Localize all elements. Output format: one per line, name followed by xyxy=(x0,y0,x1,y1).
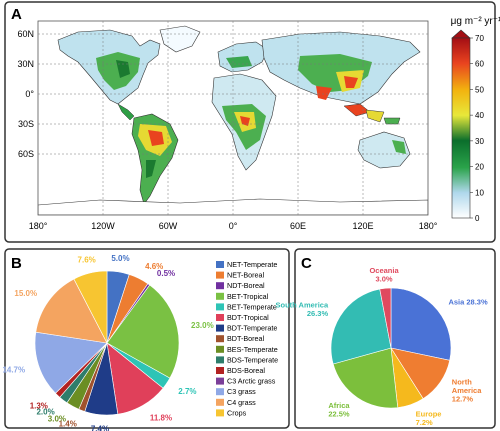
legend-swatch xyxy=(216,314,224,321)
y-tick-label: 30N xyxy=(17,59,34,69)
pie-slice-label: Oceania 3.0% xyxy=(369,266,399,284)
pie-chart-c: Asia 28.3% North America 12.7% Europe 7.2% Afr… xyxy=(275,266,487,427)
greenland-landmass xyxy=(159,25,201,53)
pie-slice-label: 3.0% xyxy=(48,415,66,424)
colorbar-unit-label: μg m⁻² yr⁻¹ xyxy=(451,16,500,27)
pie-slice xyxy=(379,287,392,349)
y-tick-label: 0° xyxy=(25,89,34,99)
pie-slice-label: 15.0% xyxy=(14,289,37,298)
pie-slice-label: Asia 28.3% xyxy=(448,297,488,306)
x-tick-label: 120E xyxy=(352,221,373,231)
pie-slice-label: 2.7% xyxy=(178,387,196,396)
x-tick-label: 180° xyxy=(29,221,48,231)
legend-entry: BDT-Boreal xyxy=(227,334,265,343)
pie-slice-label: 2.0% xyxy=(36,407,54,416)
pie-slice-label: 7.4% xyxy=(91,425,109,431)
legend-entry: C3 grass xyxy=(227,387,256,396)
pie-slice xyxy=(73,270,108,344)
legend-swatch xyxy=(216,356,224,364)
colorbar-tick-label: 60 xyxy=(475,60,484,69)
pie-slice xyxy=(330,288,392,365)
legend-entry: BDT-Tropical xyxy=(227,313,269,322)
colorbar-ticks: 0 10 20 30 40 50 60 70 xyxy=(470,34,484,223)
panel-a-label: A xyxy=(11,6,22,23)
x-tick-label: 60W xyxy=(159,221,178,231)
legend-swatch xyxy=(216,398,224,406)
pie-slice-label: 23.0% xyxy=(191,321,214,330)
colorbar-tick-label: 70 xyxy=(475,34,484,43)
pie-slice-label: 11.8% xyxy=(150,414,172,423)
panel-c-label: C xyxy=(301,255,312,272)
colorbar-tick-label: 50 xyxy=(475,85,484,94)
pie-slice-label: 14.7% xyxy=(2,365,25,374)
colorbar-gradient xyxy=(451,37,471,219)
legend-entry: Crops xyxy=(227,408,247,417)
pie-slice-label: 0.5% xyxy=(157,269,175,278)
map-gridlines xyxy=(38,21,428,215)
pie-slice xyxy=(35,278,108,344)
colorbar-tick-label: 10 xyxy=(475,188,484,197)
legend-entry: NDT-Boreal xyxy=(227,281,265,290)
pie-slice xyxy=(390,287,452,361)
pie-slice-label: Africa 22.5% xyxy=(328,401,350,419)
y-tick-label: 60N xyxy=(17,29,34,39)
pie-slice-label: 1.4% xyxy=(59,420,77,429)
legend-entry: BES-Temperate xyxy=(227,345,278,354)
map-x-ticks: 180° 120W 60W 0° 60E 120E 180° xyxy=(29,221,438,231)
colorbar: μg m⁻² yr⁻¹ 0 10 20 30 40 50 60 70 xyxy=(451,16,500,223)
legend-swatch xyxy=(216,324,224,332)
legend-entry: C3 Arctic grass xyxy=(227,377,276,386)
pie-slice xyxy=(106,284,180,379)
colorbar-tick-label: 0 xyxy=(475,214,480,223)
y-tick-label: 30S xyxy=(18,119,34,129)
legend-swatch xyxy=(216,282,224,290)
panel-b-label: B xyxy=(11,255,22,272)
legend-swatch xyxy=(216,388,224,396)
pie-slice xyxy=(332,347,399,409)
legend-entry: NET-Boreal xyxy=(227,271,265,280)
legend-swatch xyxy=(216,409,224,417)
pie-slice-label: Europe 7.2% xyxy=(416,410,442,428)
legend-swatch xyxy=(216,303,224,311)
legend-swatch xyxy=(216,292,224,300)
pie-slice-label: North America 12.7% xyxy=(452,378,482,404)
legend-entry: C4 grass xyxy=(227,398,256,407)
legend-swatch xyxy=(216,271,224,279)
colorbar-tick-label: 20 xyxy=(475,163,484,172)
x-tick-label: 180° xyxy=(419,221,438,231)
map-y-ticks: 60N 30N 0° 30S 60S xyxy=(17,29,34,159)
panel-b: B 5.0% 4.6%0.5% 23.0% 2.7% 11.8% 7.4% 1.4%3.0%… xyxy=(2,248,290,431)
y-tick-label: 60S xyxy=(18,149,34,159)
legend-swatch xyxy=(216,261,224,268)
legend-swatch xyxy=(216,335,224,343)
legend-entry: NET-Temperate xyxy=(227,260,277,269)
x-tick-label: 60E xyxy=(290,221,306,231)
pie-slice-label: 1.3% xyxy=(30,402,48,411)
legend-swatch xyxy=(216,367,224,374)
legend-entry: BET-Temperate xyxy=(227,302,277,311)
pie-slice xyxy=(34,331,108,394)
pie-slice-label: 7.6% xyxy=(78,255,96,264)
colorbar-tick-label: 40 xyxy=(475,111,484,120)
colorbar-tick-label: 30 xyxy=(475,137,484,146)
legend-entry: BDS-Temperate xyxy=(227,355,278,364)
legend-swatch xyxy=(216,345,224,353)
legend-entry: BDS-Boreal xyxy=(227,366,265,375)
legend-swatch xyxy=(216,377,224,385)
legend-entry: BET-Tropical xyxy=(227,292,269,301)
antarctica-landmass xyxy=(38,198,428,215)
panel-a: A xyxy=(4,1,500,243)
pie-slice-label: 4.6% xyxy=(145,262,163,271)
x-tick-label: 0° xyxy=(229,221,238,231)
pie-slice-label: South America 26.3% xyxy=(275,301,328,319)
panel-c: C Asia 28.3%North America 12.7%Europe 7.2%A… xyxy=(275,248,496,429)
pie-chart-b: 5.0% 4.6%0.5% 23.0% 2.7% 11.8% 7.4% 1.4%3.0%2.… xyxy=(2,254,213,431)
legend-entry: BDT-Temperate xyxy=(227,324,277,333)
pie-slice-label: 5.0% xyxy=(111,254,129,263)
x-tick-label: 120W xyxy=(91,221,115,231)
